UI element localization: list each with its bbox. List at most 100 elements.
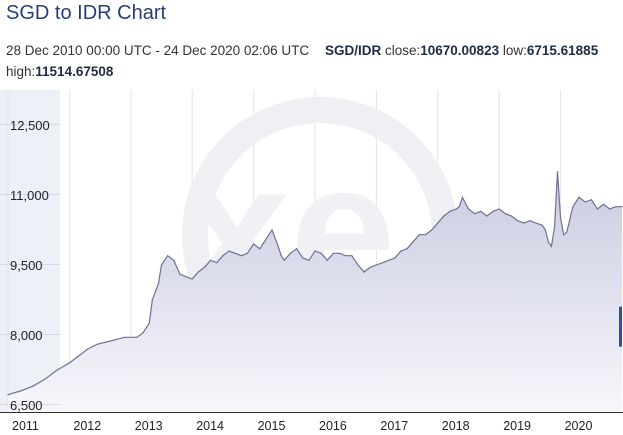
data-point-60 xyxy=(418,234,420,236)
data-point-28 xyxy=(228,250,230,252)
data-point-26 xyxy=(216,262,218,264)
data-point-51 xyxy=(363,271,365,273)
data-point-63 xyxy=(437,222,439,224)
data-point-41 xyxy=(302,257,304,259)
data-point-10 xyxy=(114,339,117,341)
data-point-53 xyxy=(375,264,377,266)
data-point-15 xyxy=(151,299,153,301)
data-point-25 xyxy=(210,259,212,261)
data-point-70 xyxy=(474,213,476,215)
x-axis: 2011 2012 2013 2014 2015 2016 2017 2018 2019 2020 xyxy=(0,412,623,433)
y-band xyxy=(0,90,60,412)
high-label: high: xyxy=(6,64,36,79)
data-point-33 xyxy=(259,248,261,250)
data-point-97 xyxy=(615,206,617,208)
data-point-74 xyxy=(498,208,500,210)
close-marker xyxy=(619,306,622,347)
data-point-92 xyxy=(584,201,586,203)
close-label: close: xyxy=(384,43,421,58)
data-point-90 xyxy=(572,206,574,208)
data-point-64 xyxy=(443,215,445,217)
data-point-88 xyxy=(563,234,565,236)
data-point-43 xyxy=(314,250,316,252)
data-point-72 xyxy=(486,215,488,217)
data-point-39 xyxy=(289,252,292,254)
data-point-57 xyxy=(400,250,402,252)
data-point-68 xyxy=(461,196,463,198)
data-point-55 xyxy=(388,259,390,261)
data-point-44 xyxy=(320,252,322,254)
data-point-46 xyxy=(332,252,335,254)
data-point-84 xyxy=(550,245,552,247)
data-point-20 xyxy=(179,273,181,275)
data-point-37 xyxy=(280,255,282,257)
data-point-21 xyxy=(185,276,187,278)
data-point-16 xyxy=(157,283,160,285)
data-point-78 xyxy=(523,222,525,224)
data-point-32 xyxy=(253,243,255,245)
data-point-4 xyxy=(56,369,58,371)
data-point-30 xyxy=(240,255,242,257)
data-point-29 xyxy=(234,252,236,254)
x-tick-label-6: 2017 xyxy=(380,419,408,433)
data-point-79 xyxy=(529,220,531,222)
data-point-56 xyxy=(394,257,396,259)
data-point-18 xyxy=(167,255,169,257)
x-tick-label-0: 2011 xyxy=(12,419,39,433)
data-point-94 xyxy=(596,208,599,210)
y-tick-mark-2 xyxy=(0,264,60,265)
y-tick-label-2: 9,500 xyxy=(10,258,43,273)
data-point-35 xyxy=(271,229,273,231)
data-point-38 xyxy=(283,259,285,261)
data-point-59 xyxy=(412,241,414,243)
data-point-7 xyxy=(87,348,89,350)
data-point-69 xyxy=(467,208,470,210)
x-tick-label-8: 2019 xyxy=(503,419,531,433)
data-points xyxy=(7,171,623,396)
y-tick-label-3: 11,000 xyxy=(10,188,49,203)
data-point-17 xyxy=(160,264,163,266)
data-point-36 xyxy=(277,245,279,247)
data-point-8 xyxy=(96,343,98,345)
data-point-14 xyxy=(148,322,150,324)
chart-meta: 28 Dec 2010 00:00 UTC - 24 Dec 2020 02:0… xyxy=(6,40,618,82)
data-point-86 xyxy=(556,171,559,173)
data-point-81 xyxy=(541,224,543,226)
data-point-34 xyxy=(265,238,267,240)
data-point-73 xyxy=(492,210,494,212)
data-point-3 xyxy=(44,378,46,380)
data-point-75 xyxy=(504,213,506,215)
data-point-77 xyxy=(517,220,519,222)
date-range: 28 Dec 2010 00:00 UTC - 24 Dec 2020 02:0… xyxy=(6,43,310,58)
x-tick-label-9: 2020 xyxy=(565,419,593,433)
data-point-1 xyxy=(19,390,21,392)
chart-title: SGD to IDR Chart xyxy=(6,2,167,24)
data-point-80 xyxy=(535,222,537,224)
data-point-11 xyxy=(124,336,126,338)
data-point-54 xyxy=(381,262,384,264)
data-point-9 xyxy=(105,341,107,343)
data-point-85 xyxy=(553,227,556,229)
x-tick-label-5: 2016 xyxy=(319,419,347,433)
data-point-47 xyxy=(338,252,341,254)
data-point-22 xyxy=(191,278,193,280)
data-point-49 xyxy=(351,255,353,257)
y-tick-mark-4 xyxy=(0,124,60,125)
data-point-91 xyxy=(578,196,580,198)
data-point-93 xyxy=(590,199,592,201)
data-point-76 xyxy=(510,215,513,217)
data-point-83 xyxy=(547,241,549,243)
data-point-96 xyxy=(609,208,611,210)
currency-pair: SGD/IDR xyxy=(324,43,382,58)
data-point-98 xyxy=(621,206,623,208)
data-point-40 xyxy=(295,248,298,250)
data-point-45 xyxy=(326,259,328,261)
data-point-89 xyxy=(566,231,568,233)
y-tick-mark-1 xyxy=(0,334,60,335)
y-tick-mark-3 xyxy=(0,194,60,195)
data-point-67 xyxy=(458,206,460,208)
data-point-66 xyxy=(455,208,457,210)
y-axis-label-band xyxy=(0,90,60,412)
data-point-24 xyxy=(203,266,206,268)
